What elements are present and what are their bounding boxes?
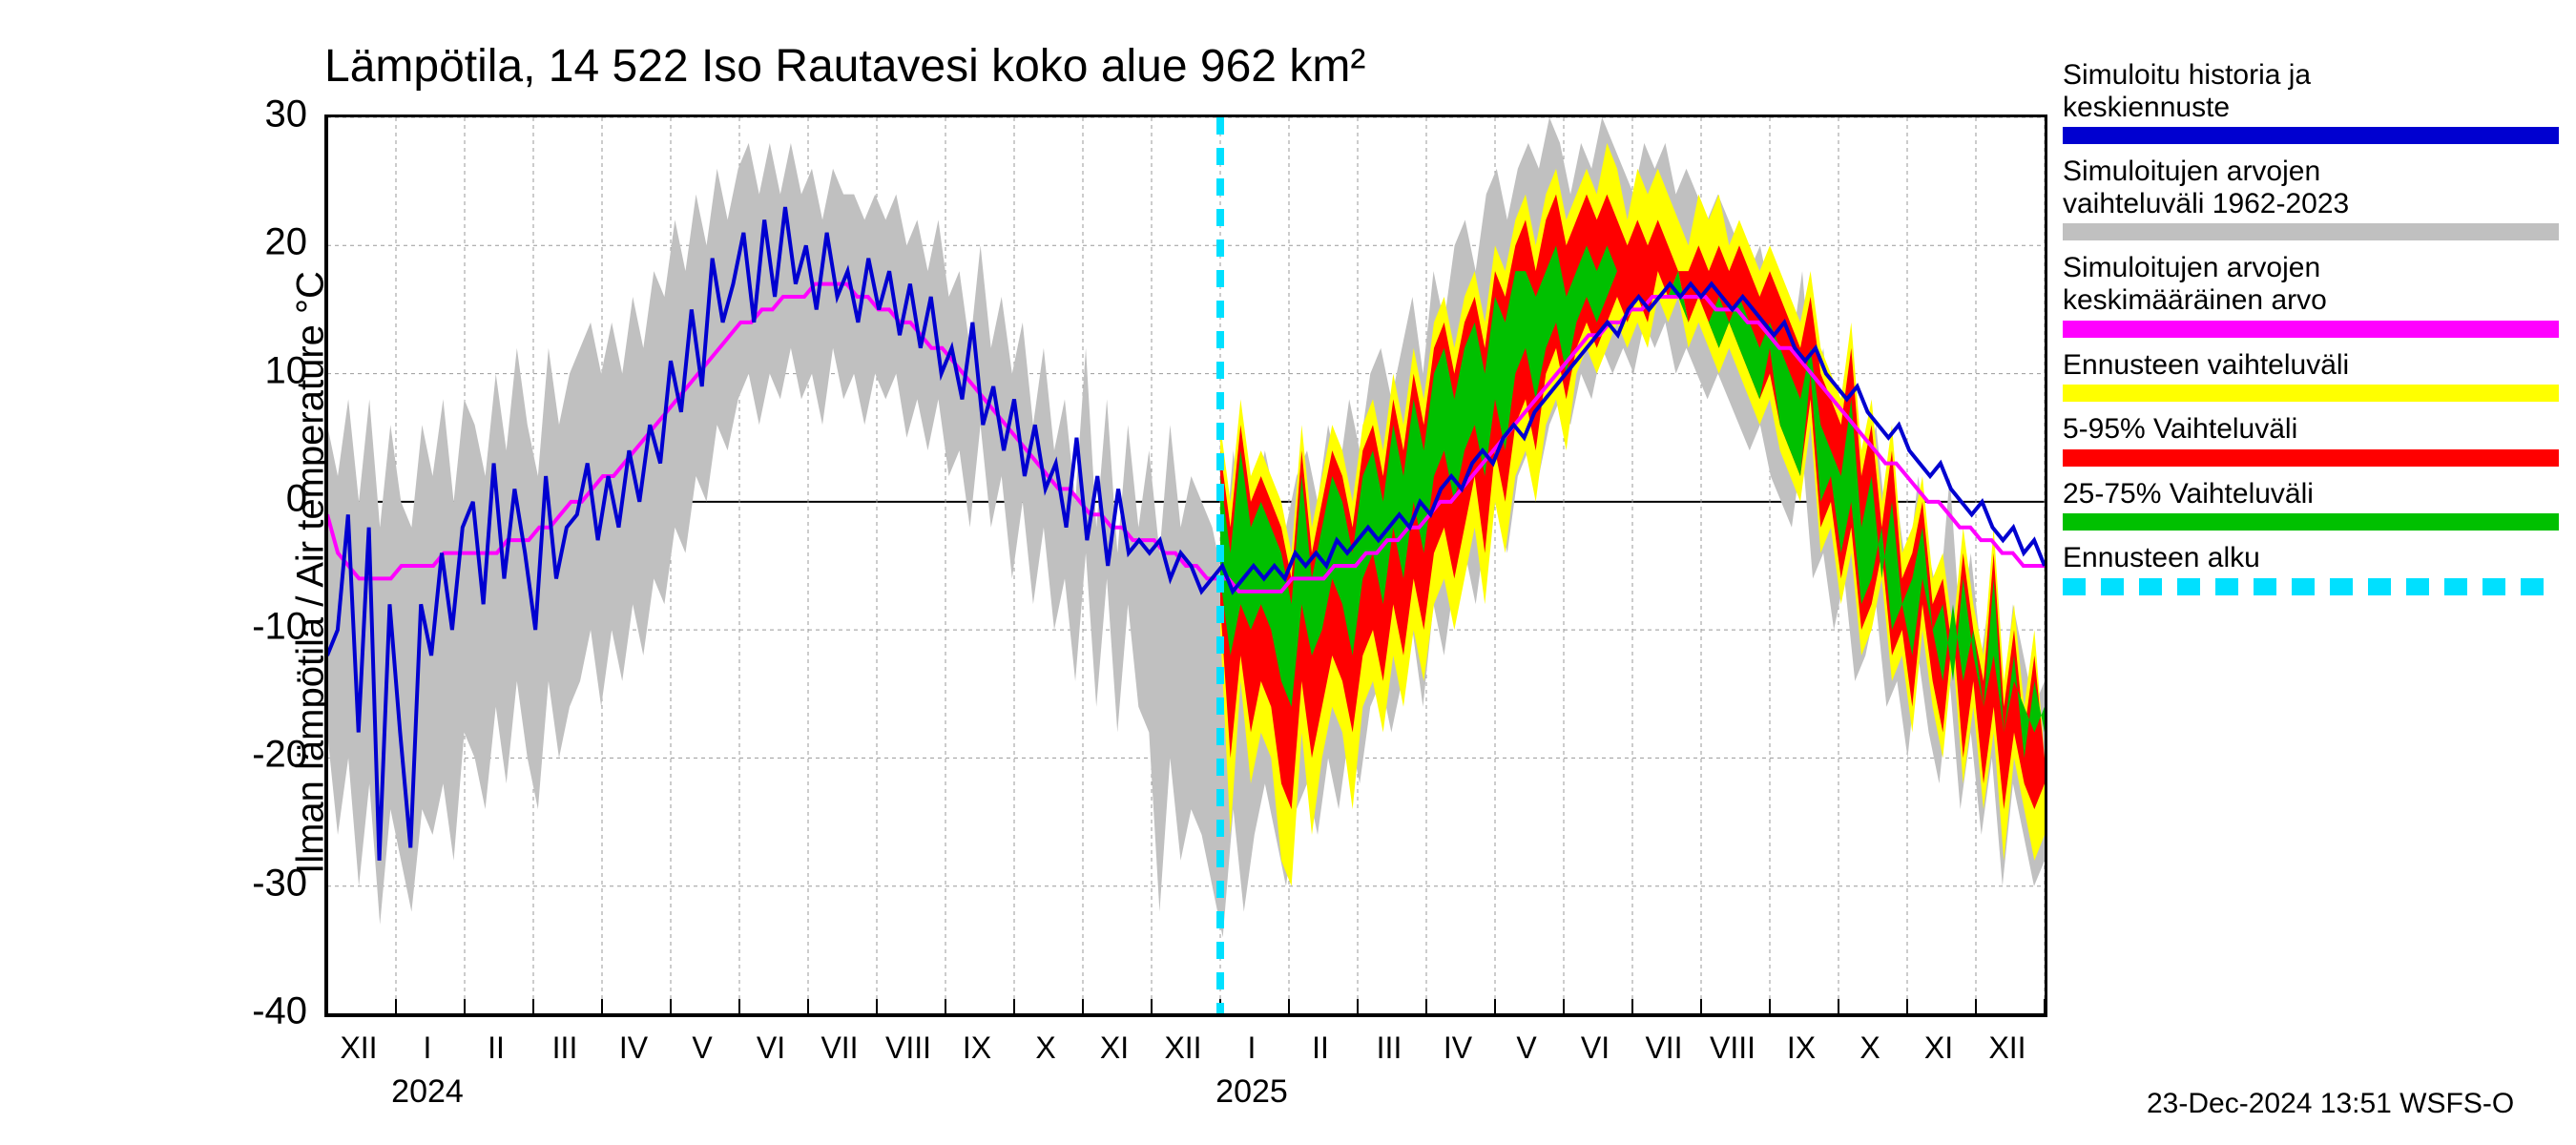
x-tick: XI: [1924, 1030, 1953, 1066]
x-tick: VII: [1645, 1030, 1682, 1066]
x-tick: XII: [1988, 1030, 2025, 1066]
y-tick: -20: [183, 734, 307, 777]
x-tick: VIII: [885, 1030, 931, 1066]
legend-label: Simuloitujen arvojenkeskimääräinen arvo: [2063, 252, 2559, 316]
legend-swatch: [2063, 385, 2559, 402]
x-tick: I: [424, 1030, 432, 1066]
legend-label: Simuloitu historia jakeskiennuste: [2063, 59, 2559, 123]
legend-swatch: [2063, 513, 2559, 531]
x-tick: I: [1248, 1030, 1257, 1066]
y-tick: 10: [183, 349, 307, 392]
x-tick: VI: [757, 1030, 785, 1066]
legend-item: 5-95% Vaihteluväli: [2063, 413, 2559, 467]
x-tick: XII: [1164, 1030, 1201, 1066]
x-year-label: 2025: [1215, 1073, 1288, 1111]
x-tick: XI: [1100, 1030, 1129, 1066]
x-year-label: 2024: [391, 1073, 464, 1111]
legend-label: Simuloitujen arvojenvaihteluväli 1962-20…: [2063, 156, 2559, 219]
x-tick: IV: [1444, 1030, 1472, 1066]
legend-swatch: [2063, 321, 2559, 338]
y-tick: 0: [183, 477, 307, 520]
legend-item: Simuloitujen arvojenkeskimääräinen arvo: [2063, 252, 2559, 337]
legend-item: Simuloitujen arvojenvaihteluväli 1962-20…: [2063, 156, 2559, 240]
legend-item: Ennusteen vaihteluväli: [2063, 349, 2559, 403]
chart-container: Ilman lämpötila / Air temperature °C Läm…: [0, 0, 2576, 1145]
x-tick: V: [692, 1030, 712, 1066]
legend-swatch: [2063, 578, 2559, 595]
x-tick: XII: [340, 1030, 377, 1066]
x-tick: VIII: [1710, 1030, 1755, 1066]
x-tick: X: [1035, 1030, 1055, 1066]
x-tick: III: [1377, 1030, 1402, 1066]
y-tick: -40: [183, 990, 307, 1033]
x-tick: VI: [1581, 1030, 1610, 1066]
x-tick: II: [488, 1030, 505, 1066]
x-tick: II: [1312, 1030, 1329, 1066]
legend-label: 25-75% Vaihteluväli: [2063, 478, 2559, 510]
y-tick: -30: [183, 862, 307, 905]
x-tick: V: [1516, 1030, 1536, 1066]
legend-swatch: [2063, 449, 2559, 467]
x-tick: VII: [821, 1030, 858, 1066]
x-tick: IX: [1787, 1030, 1816, 1066]
legend: Simuloitu historia jakeskiennuste Simuloi…: [2063, 59, 2559, 607]
y-tick: -10: [183, 606, 307, 649]
legend-item: Simuloitu historia jakeskiennuste: [2063, 59, 2559, 144]
y-tick: 30: [183, 94, 307, 136]
legend-swatch: [2063, 223, 2559, 240]
legend-label: 5-95% Vaihteluväli: [2063, 413, 2559, 446]
legend-swatch: [2063, 127, 2559, 144]
x-tick: IX: [963, 1030, 991, 1066]
x-tick: IV: [619, 1030, 648, 1066]
legend-label: Ennusteen vaihteluväli: [2063, 349, 2559, 382]
legend-item: Ennusteen alku: [2063, 542, 2559, 595]
x-tick: X: [1859, 1030, 1880, 1066]
plot-area: [324, 114, 2047, 1017]
footer-stamp: 23-Dec-2024 13:51 WSFS-O: [2147, 1088, 2514, 1120]
x-tick: III: [552, 1030, 578, 1066]
legend-item: 25-75% Vaihteluväli: [2063, 478, 2559, 531]
chart-title: Lämpötila, 14 522 Iso Rautavesi koko alu…: [324, 40, 1365, 93]
y-tick: 20: [183, 221, 307, 264]
legend-label: Ennusteen alku: [2063, 542, 2559, 574]
